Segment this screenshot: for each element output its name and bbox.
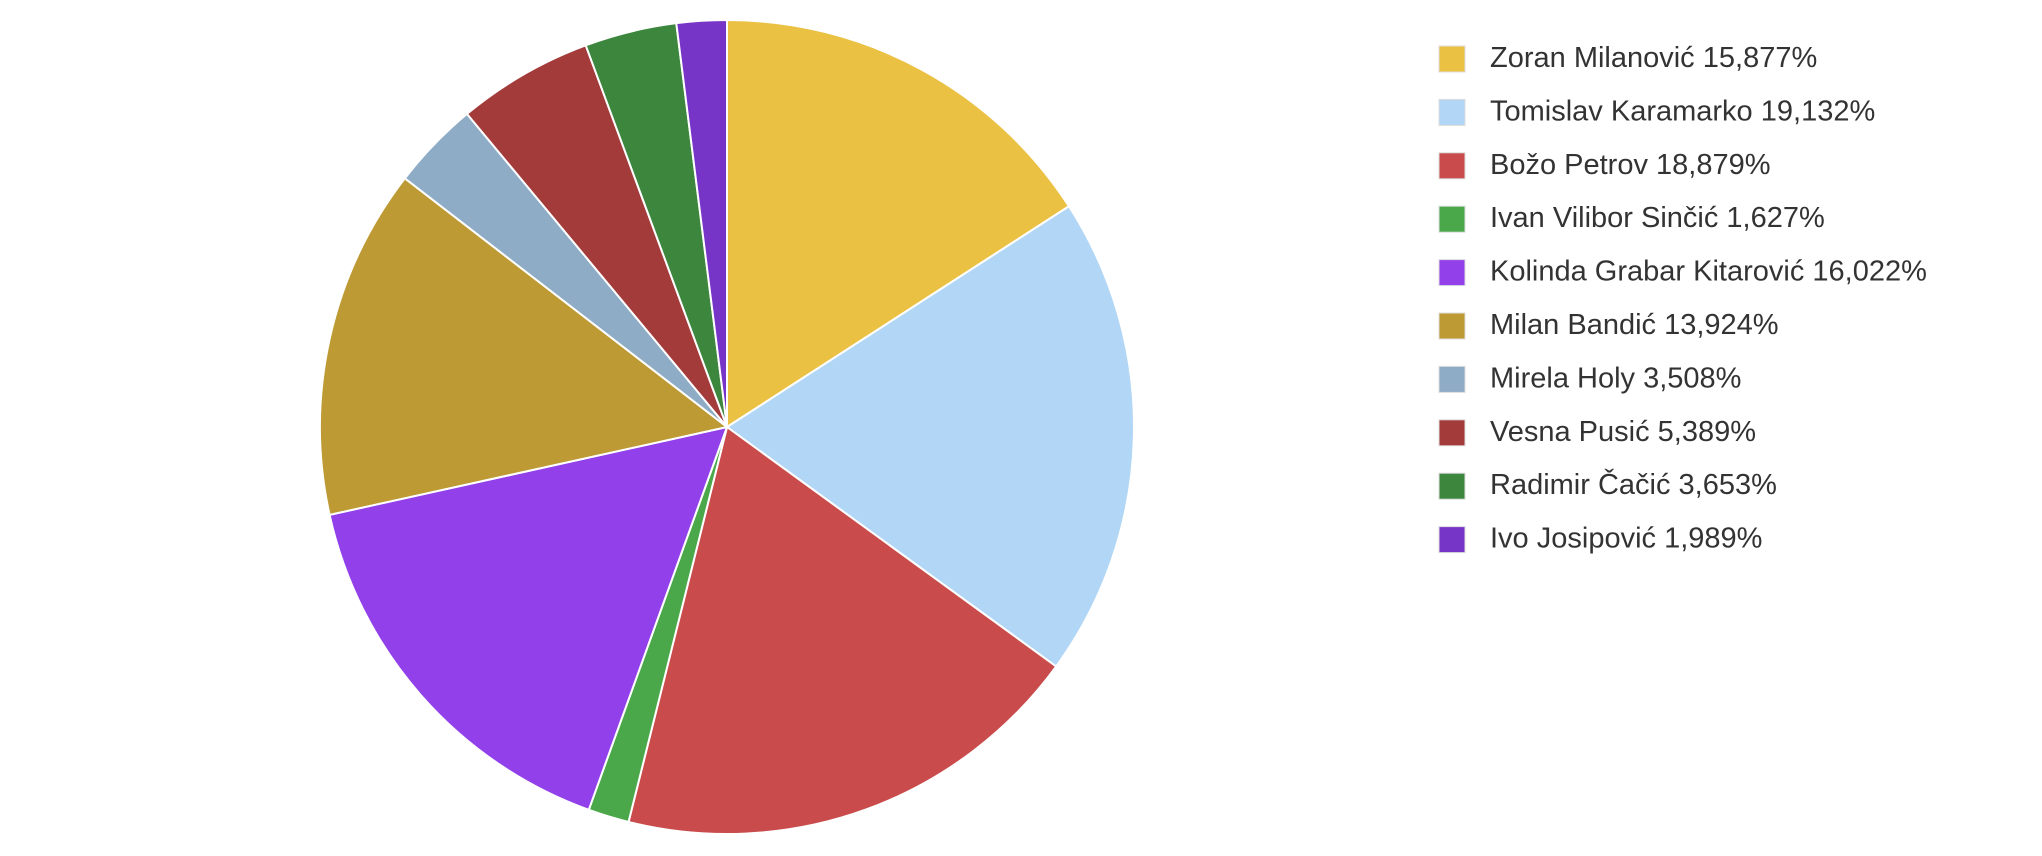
- legend-name: Vesna Pusić: [1490, 415, 1650, 447]
- legend-label: Mirela Holy 3,508%: [1490, 362, 1741, 394]
- legend-value: 1,989%: [1664, 522, 1762, 554]
- legend-label: Ivo Josipović 1,989%: [1490, 522, 1762, 554]
- legend-value: 18,879%: [1656, 148, 1771, 180]
- legend-label: Ivan Vilibor Sinčić 1,627%: [1490, 202, 1825, 234]
- legend-label: Tomislav Karamarko 19,132%: [1490, 95, 1875, 127]
- legend-value: 5,389%: [1658, 415, 1756, 447]
- pie-slice: [726, 18, 1071, 429]
- legend-name: Radimir Čačić: [1490, 467, 1670, 501]
- legend-swatch: [1438, 98, 1466, 126]
- legend-value: 15,877%: [1703, 42, 1818, 74]
- legend-swatch: [1438, 526, 1466, 554]
- pie-slice: [465, 44, 728, 428]
- legend-value: 3,508%: [1643, 362, 1741, 394]
- pie-slice: [627, 425, 1058, 835]
- legend-value: 13,924%: [1664, 309, 1779, 341]
- legend-swatch: [1438, 152, 1466, 180]
- legend-name: Zoran Milanović: [1490, 42, 1695, 74]
- legend-swatch: [1438, 205, 1466, 233]
- pie-slice: [675, 18, 728, 428]
- legend-name: Ivo Josipović: [1490, 522, 1656, 554]
- legend-name: Mirela Holy: [1490, 362, 1636, 394]
- legend-label: Kolinda Grabar Kitarović 16,022%: [1490, 255, 1927, 287]
- legend-value: 19,132%: [1761, 95, 1876, 127]
- legend-label: Zoran Milanović 15,877%: [1490, 42, 1817, 74]
- legend-name: Ivan Vilibor Sinčić: [1490, 202, 1718, 234]
- legend-swatch: [1438, 259, 1466, 287]
- legend-label: Vesna Pusić 5,389%: [1490, 415, 1756, 447]
- legend-swatch: [1438, 419, 1466, 447]
- legend-name: Tomislav Karamarko: [1490, 95, 1753, 127]
- legend-value: 16,022%: [1812, 255, 1927, 287]
- pie-slice: [319, 176, 730, 517]
- legend-label: Radimir Čačić 3,653%: [1490, 467, 1777, 501]
- legend-swatch: [1438, 365, 1466, 393]
- legend-value: 3,653%: [1679, 469, 1777, 501]
- legend-name: Kolinda Grabar Kitarović: [1490, 255, 1804, 287]
- legend-label: Milan Bandić 13,924%: [1490, 309, 1779, 341]
- legend-label: Božo Petrov 18,879%: [1490, 148, 1771, 180]
- legend-value: 1,627%: [1726, 202, 1824, 234]
- legend-name: Milan Bandić: [1490, 309, 1656, 341]
- pie-slice: [328, 425, 729, 812]
- legend-swatch: [1438, 472, 1466, 500]
- legend-name: Božo Petrov: [1490, 148, 1648, 180]
- legend-swatch: [1438, 312, 1466, 340]
- legend-swatch: [1438, 45, 1466, 73]
- pie-slice: [725, 204, 1135, 668]
